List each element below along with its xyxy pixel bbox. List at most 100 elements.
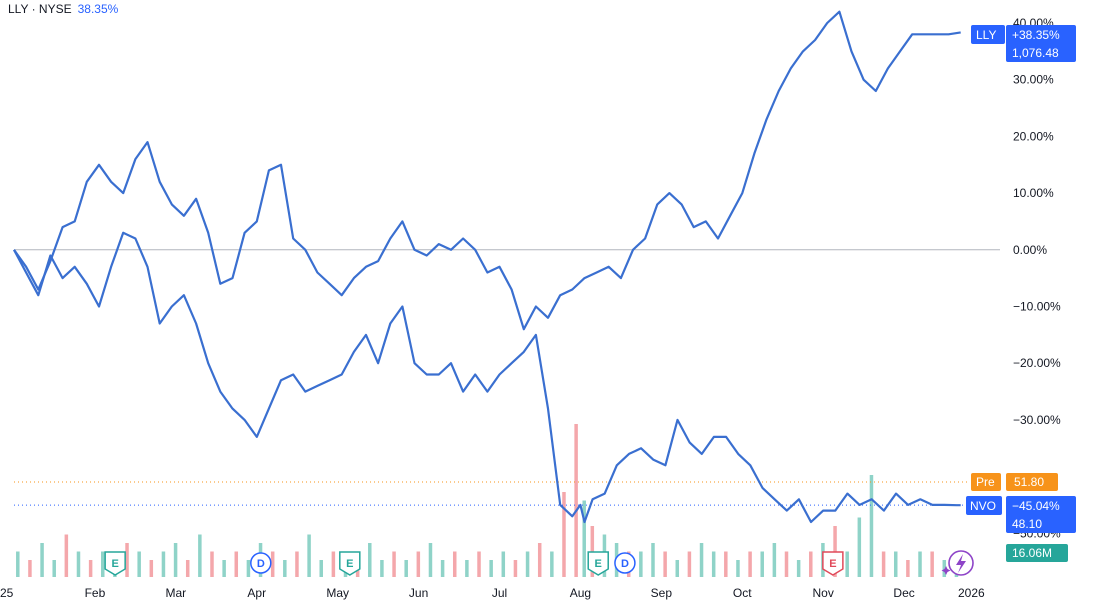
volume-bar bbox=[881, 551, 886, 577]
dividend-marker[interactable]: D bbox=[614, 552, 636, 574]
x-tick-label: Mar bbox=[165, 586, 186, 600]
volume-bar bbox=[525, 551, 530, 577]
volume-bar bbox=[76, 551, 81, 577]
volume-bar bbox=[440, 560, 445, 577]
earnings-marker[interactable]: E bbox=[104, 551, 126, 576]
volume-bar bbox=[173, 543, 178, 577]
lly-badge-price: 1,076.48 bbox=[1012, 46, 1059, 60]
volume-bar bbox=[711, 551, 716, 577]
volume-bar bbox=[501, 551, 506, 577]
header-change: 38.35% bbox=[77, 2, 119, 16]
svg-text:E: E bbox=[111, 558, 118, 570]
volume-bar bbox=[574, 424, 578, 577]
symbol-label: LLY · NYSE bbox=[8, 2, 72, 16]
nvo-badge-price: 48.10 bbox=[1012, 517, 1042, 531]
volume-bar bbox=[149, 560, 154, 577]
x-tick-label: May bbox=[326, 586, 349, 600]
x-tick-label: Oct bbox=[733, 586, 752, 600]
earnings-marker[interactable]: E bbox=[339, 551, 361, 576]
series-line-nvo[interactable] bbox=[13, 231, 961, 524]
volume-bar bbox=[724, 551, 728, 577]
x-tick-label: Jun bbox=[409, 586, 428, 600]
y-tick-label: −10.00% bbox=[1013, 300, 1061, 314]
volume-bar bbox=[582, 500, 586, 577]
y-tick-label: −20.00% bbox=[1013, 356, 1061, 370]
volume-bar bbox=[687, 551, 692, 577]
volume-bar bbox=[784, 551, 789, 577]
volume-bar bbox=[101, 551, 105, 577]
svg-text:E: E bbox=[829, 558, 836, 570]
volume-bar bbox=[748, 551, 752, 577]
chart-header: LLY · NYSE 38.35% bbox=[8, 2, 118, 16]
volume-bar bbox=[428, 543, 433, 577]
volume-bar bbox=[857, 517, 862, 577]
volume-bar bbox=[16, 551, 20, 577]
lly-badge-change: +38.35% bbox=[1012, 28, 1060, 42]
volume-bar bbox=[639, 551, 643, 577]
dividend-marker[interactable]: D bbox=[250, 552, 272, 574]
x-tick-label: 25 bbox=[0, 586, 14, 600]
volume-bar bbox=[125, 543, 129, 577]
earnings-marker[interactable]: E bbox=[822, 551, 844, 576]
volume-bar bbox=[651, 543, 655, 577]
volume-bar bbox=[513, 560, 518, 577]
x-tick-label: Jul bbox=[492, 586, 507, 600]
volume-bar bbox=[845, 551, 849, 577]
svg-text:E: E bbox=[346, 558, 353, 570]
x-tick-label: 2026 bbox=[958, 586, 985, 600]
lly-badge: LLY +38.35% 1,076.48 bbox=[971, 25, 1076, 62]
volume-bar bbox=[295, 551, 299, 577]
volume-badge-value: 16.06M bbox=[1012, 546, 1052, 560]
lightning-icon[interactable] bbox=[941, 550, 974, 576]
y-tick-label: 30.00% bbox=[1013, 73, 1054, 87]
volume-bar bbox=[663, 551, 667, 577]
volume-bar bbox=[40, 543, 44, 577]
x-tick-label: Dec bbox=[893, 586, 914, 600]
pre-badge-price: 51.80 bbox=[1014, 475, 1044, 489]
volume-bar bbox=[942, 560, 947, 577]
volume-bar bbox=[380, 560, 384, 577]
volume-bars bbox=[16, 424, 959, 577]
volume-bar bbox=[88, 560, 93, 577]
volume-bar bbox=[234, 551, 239, 577]
x-tick-label: Nov bbox=[812, 586, 833, 600]
x-tick-label: Aug bbox=[570, 586, 591, 600]
volume-bar bbox=[893, 551, 898, 577]
nvo-badge: NVO −45.04% 48.10 bbox=[966, 496, 1076, 533]
volume-bar bbox=[489, 560, 493, 577]
volume-bar bbox=[699, 543, 704, 577]
x-axis: 25 Feb Mar Apr May Jun Jul Aug Sep Oct Nov Dec 2026 bbox=[0, 586, 985, 600]
volume-bar bbox=[404, 560, 408, 577]
volume-bar bbox=[161, 551, 166, 577]
volume-bar bbox=[465, 560, 469, 577]
y-tick-label: −30.00% bbox=[1013, 413, 1061, 427]
volume-bar bbox=[562, 492, 566, 577]
volume-bar bbox=[537, 543, 542, 577]
nvo-badge-change: −45.04% bbox=[1012, 499, 1060, 513]
svg-text:E: E bbox=[595, 558, 602, 570]
volume-bar bbox=[283, 560, 287, 577]
x-tick-label: Apr bbox=[247, 586, 266, 600]
y-tick-label: 20.00% bbox=[1013, 129, 1054, 143]
series-line-lly[interactable] bbox=[13, 10, 961, 331]
svg-text:D: D bbox=[621, 558, 629, 570]
volume-bar bbox=[772, 543, 777, 577]
volume-bar bbox=[550, 551, 554, 577]
pre-badge-label: Pre bbox=[976, 475, 995, 489]
y-tick-label: 0.00% bbox=[1013, 243, 1047, 257]
earnings-marker[interactable]: E bbox=[587, 551, 609, 576]
volume-bar bbox=[760, 551, 764, 577]
volume-bar bbox=[64, 534, 69, 577]
volume-bar bbox=[331, 551, 336, 577]
y-axis: 40.00%30.00%20.00%10.00%0.00%−10.00%−20.… bbox=[1013, 16, 1061, 540]
volume-bar bbox=[28, 560, 32, 577]
x-tick-label: Sep bbox=[651, 586, 673, 600]
volume-bar bbox=[222, 560, 226, 577]
volume-bar bbox=[452, 551, 457, 577]
volume-bar bbox=[918, 551, 922, 577]
series-lines bbox=[13, 10, 961, 524]
y-tick-label: 10.00% bbox=[1013, 186, 1054, 200]
volume-bar bbox=[52, 560, 56, 577]
